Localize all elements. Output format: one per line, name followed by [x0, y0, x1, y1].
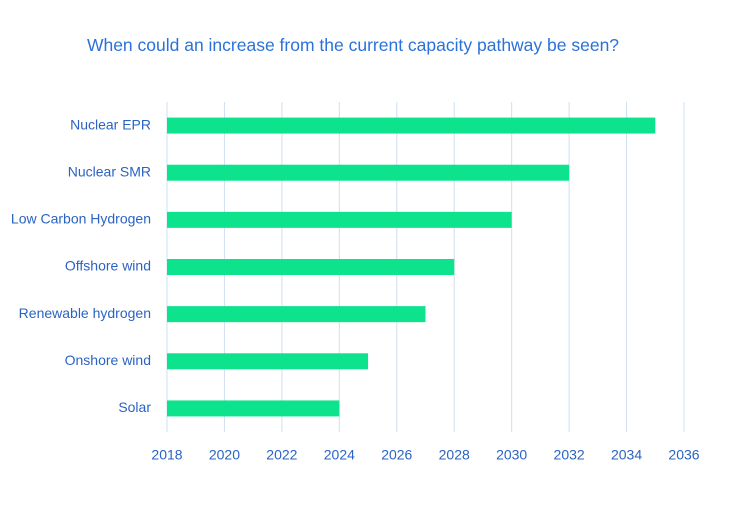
bar	[167, 306, 426, 323]
x-tick-label: 2028	[439, 447, 470, 463]
x-tick-label: 2024	[324, 447, 355, 463]
x-tick-label: 2034	[611, 447, 642, 463]
bar	[167, 259, 455, 275]
x-tick-label: 2030	[496, 447, 527, 463]
bar	[167, 164, 570, 181]
y-tick-label: Offshore wind	[65, 258, 151, 274]
chart-title: When could an increase from the current …	[86, 35, 620, 55]
y-tick-label: Nuclear EPR	[70, 116, 151, 132]
y-tick-label: Renewable hydrogen	[19, 305, 151, 321]
x-tick-label: 2020	[209, 447, 240, 463]
x-tick-label: 2026	[381, 447, 412, 463]
bar	[167, 400, 340, 417]
y-tick-label: Onshore wind	[65, 352, 151, 368]
x-tick-label: 2036	[668, 447, 699, 463]
bar	[167, 211, 512, 228]
y-tick-label: Low Carbon Hydrogen	[11, 211, 151, 227]
bar	[167, 117, 656, 134]
y-tick-label: Solar	[118, 399, 151, 415]
x-tick-label: 2018	[151, 447, 182, 463]
x-tick-label: 2032	[554, 447, 585, 463]
x-tick-label: 2022	[266, 447, 297, 463]
y-tick-label: Nuclear SMR	[68, 163, 151, 179]
bar	[167, 353, 369, 370]
